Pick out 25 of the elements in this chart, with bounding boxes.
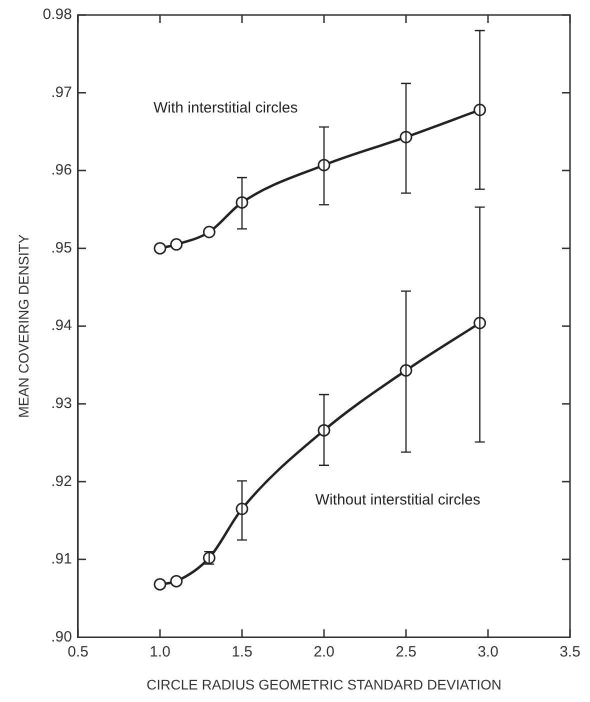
y-tick-label: .93 — [51, 395, 72, 412]
y-tick-label: .91 — [51, 550, 72, 568]
x-axis-title: CIRCLE RADIUS GEOMETRIC STANDARD DEVIATION — [146, 676, 502, 692]
x-tick-label: 3.5 — [560, 643, 580, 660]
x-tick-label: 2.5 — [396, 643, 416, 660]
y-tick-label: .96 — [51, 162, 72, 179]
annotation: With interstitial circles — [153, 99, 298, 116]
y-tick-label: .92 — [51, 472, 72, 490]
x-tick-label: 0.5 — [68, 643, 88, 660]
point — [170, 238, 183, 251]
point — [154, 578, 166, 591]
y-tick-label: 0.98 — [42, 6, 72, 24]
x-tick-label: 1.5 — [232, 643, 252, 660]
y-tick-label: .94 — [51, 317, 72, 334]
y-tick-label: .97 — [51, 84, 72, 101]
y-tick-label: .90 — [51, 628, 72, 646]
point — [202, 226, 216, 238]
x-tick-label: 2.0 — [314, 643, 334, 660]
x-tick-label: 1.0 — [150, 643, 170, 660]
x-tick-label: 3.0 — [478, 643, 498, 660]
annotation: Without interstitial circles — [315, 491, 480, 508]
point — [170, 574, 183, 588]
y-tick-label: .95 — [51, 239, 72, 256]
y-axis-title: MEAN COVERING DENSITY — [15, 234, 32, 418]
point — [154, 242, 166, 255]
